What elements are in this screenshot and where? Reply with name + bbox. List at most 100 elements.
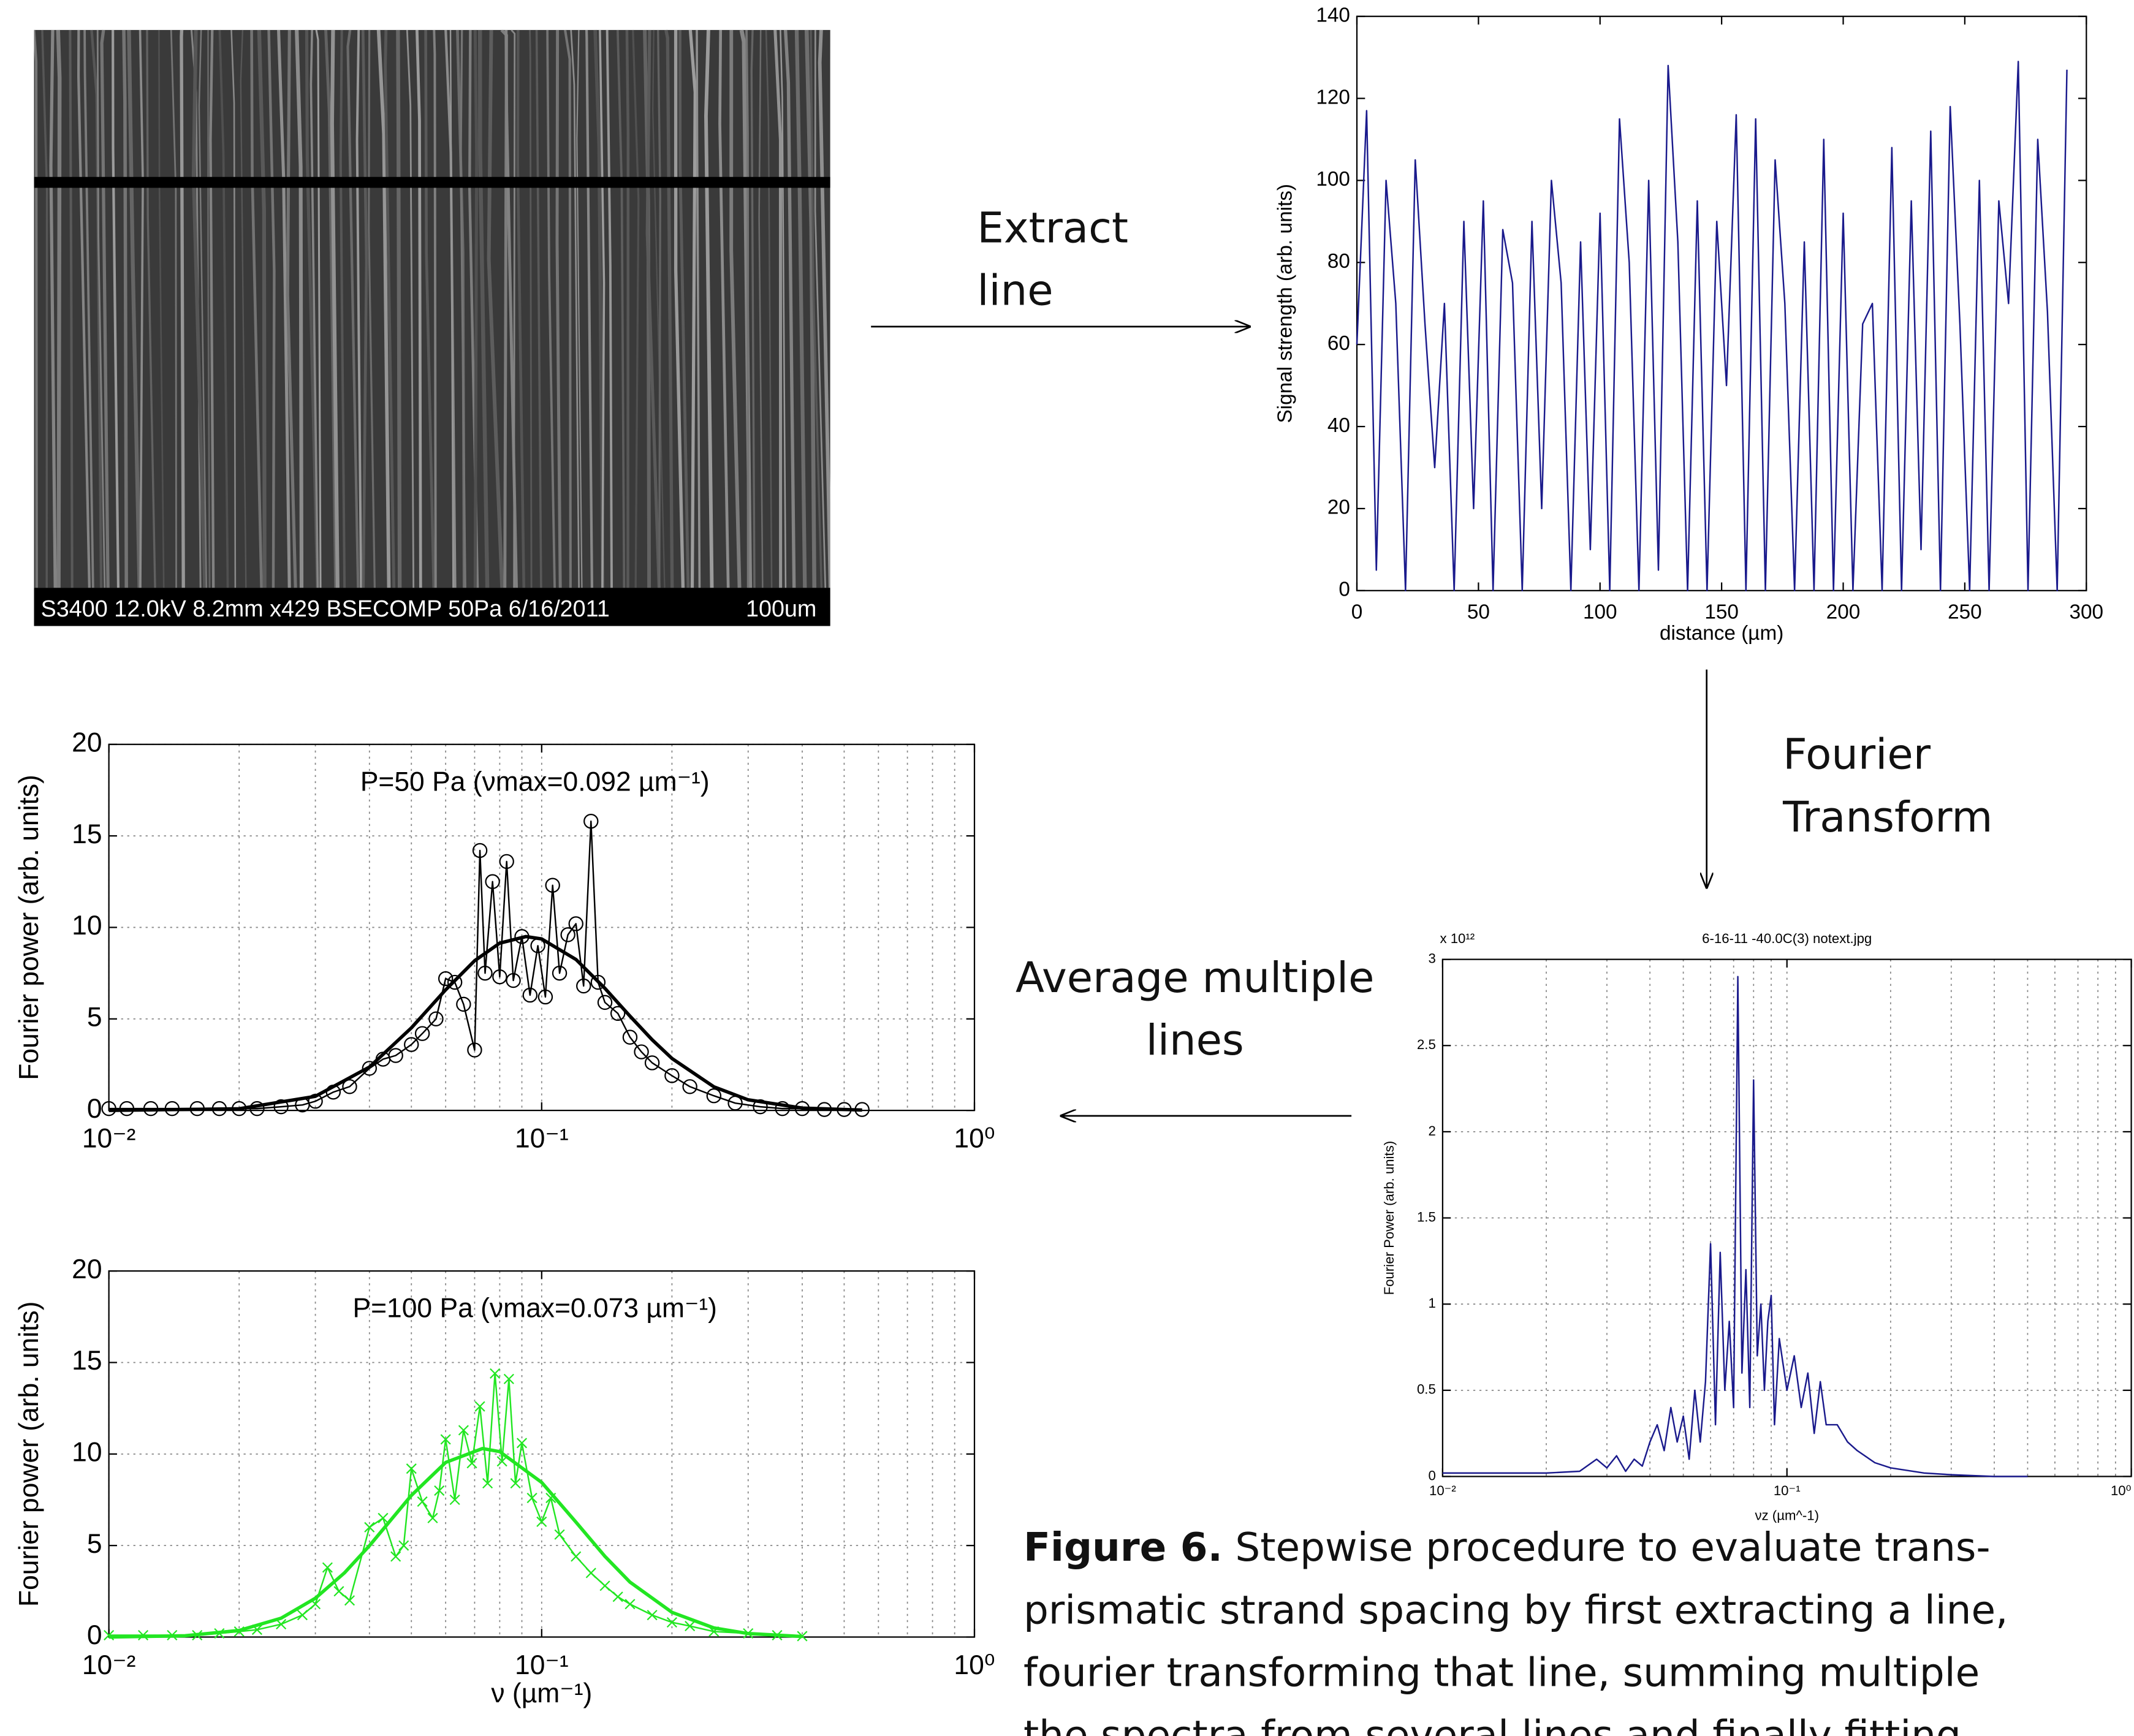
data-point [456,996,471,1012]
data-point [571,1551,582,1562]
sem-strand [309,29,319,588]
data-point [388,1048,403,1063]
sem-strand [657,29,661,588]
y-tick-label: 20 [72,1254,102,1284]
sem-strand [696,29,701,588]
data-point [583,813,599,829]
sem-strand [750,29,756,588]
chart: 10⁻² 10⁻¹ 10⁰ 0 0.5 1 1.5 2 2.5 3 6-16-11 -40.0C(3… [1381,931,2132,1523]
sem-strand [406,29,415,588]
sem-strand [504,29,518,588]
data-point [510,1478,521,1489]
data-point [496,1456,507,1467]
data-point [417,1496,428,1507]
sem-strand [478,29,490,588]
sem-strand [473,29,479,588]
sem-strand [198,29,208,588]
sem-strand [546,29,556,588]
sem-strand [257,29,267,588]
data-point [552,965,568,981]
sem-strand [424,29,436,588]
y-tick-label: 3 [1428,950,1435,966]
sem-strand [529,29,533,588]
data-point [599,1580,610,1591]
data-point [775,1101,790,1116]
data-point [477,965,493,981]
sem-strand [56,29,62,588]
data-point [516,1438,528,1449]
sem-strand [625,29,630,588]
data-point [362,1061,378,1076]
data-point [560,927,575,942]
sem-strand [564,29,572,588]
y-tick-label: 0.5 [1417,1382,1436,1397]
data-point [647,1610,658,1621]
data-point [472,843,488,859]
sem-strand [305,29,319,588]
sem-strand [230,29,237,588]
caption: Figure 6. Stepwise procedure to evaluate… [1023,1525,1991,1571]
data-point [682,1079,697,1094]
sem-strand [83,29,94,588]
data-point [685,1621,696,1632]
data-point [506,972,521,988]
data-point [458,1425,469,1436]
x-tick-label: 0 [1351,601,1363,623]
data-point [612,1591,623,1602]
sem-strand [191,29,207,588]
y-tick-label: 80 [1327,250,1350,273]
y-tick-label: 1.5 [1417,1209,1436,1224]
data-line [1442,976,2028,1477]
sem-strand [765,29,773,588]
data-line [108,934,862,1112]
y-tick-label: 5 [87,1003,102,1033]
x-tick-label: 10⁻² [82,1650,136,1680]
sem-strand [330,29,340,588]
sem-strand [704,29,714,588]
data-point [492,969,507,985]
data-point [585,1567,596,1579]
sem-strand [810,29,823,588]
sem-strand [645,29,661,588]
sem-strand [295,29,304,588]
sem-strand [758,29,764,588]
sem-strand [207,29,211,588]
sem-strand [170,29,177,588]
y-tick-label: 0 [1428,1468,1435,1483]
sem-image: S3400 12.0kV 8.2mm x429 BSECOMP 50Pa 6/1… [34,29,830,626]
sem-strand [368,29,376,588]
caption-line: the spectra from several lines and final… [1023,1713,1961,1736]
sem-strand [209,29,215,588]
sem-strand [384,29,396,588]
sem-strand [688,29,697,588]
y-tick-label: 120 [1316,86,1350,108]
data-point [434,1485,445,1496]
y-tick-label: 2.5 [1417,1037,1436,1052]
sem-strand [555,29,562,588]
x-tick-label: 150 [1704,601,1739,623]
sem-strand [718,29,730,588]
data-point [522,987,538,1003]
step-label: lines [1146,1016,1244,1065]
sem-strand [818,29,830,588]
data-point [378,1512,389,1523]
x-axis-label: distance (µm) [1660,622,1783,645]
annotation: P=100 Pa (νmax=0.073 µm⁻¹) [352,1294,717,1324]
data-point [404,1037,419,1052]
sem-strand [585,29,594,588]
data-point [537,989,553,1005]
y-tick-label: 2 [1428,1123,1435,1139]
data-line [108,820,862,1110]
sem-strand [49,29,57,588]
data-point [664,1068,680,1083]
sem-strand [632,29,640,588]
sem-strand [69,29,74,588]
step-label: line [977,266,1053,315]
sem-texture [34,29,830,588]
x-tick-label: 10⁻² [1429,1483,1456,1498]
sem-strand [90,29,103,588]
x-tick-label: 100 [1583,601,1617,623]
data-point [447,974,463,990]
data-point [610,1006,626,1022]
chart: 10⁻² 10⁻¹ 10⁰ 0 5 10 15 20 P=50 Pa (νmax=0.092 µ… [14,727,995,1153]
